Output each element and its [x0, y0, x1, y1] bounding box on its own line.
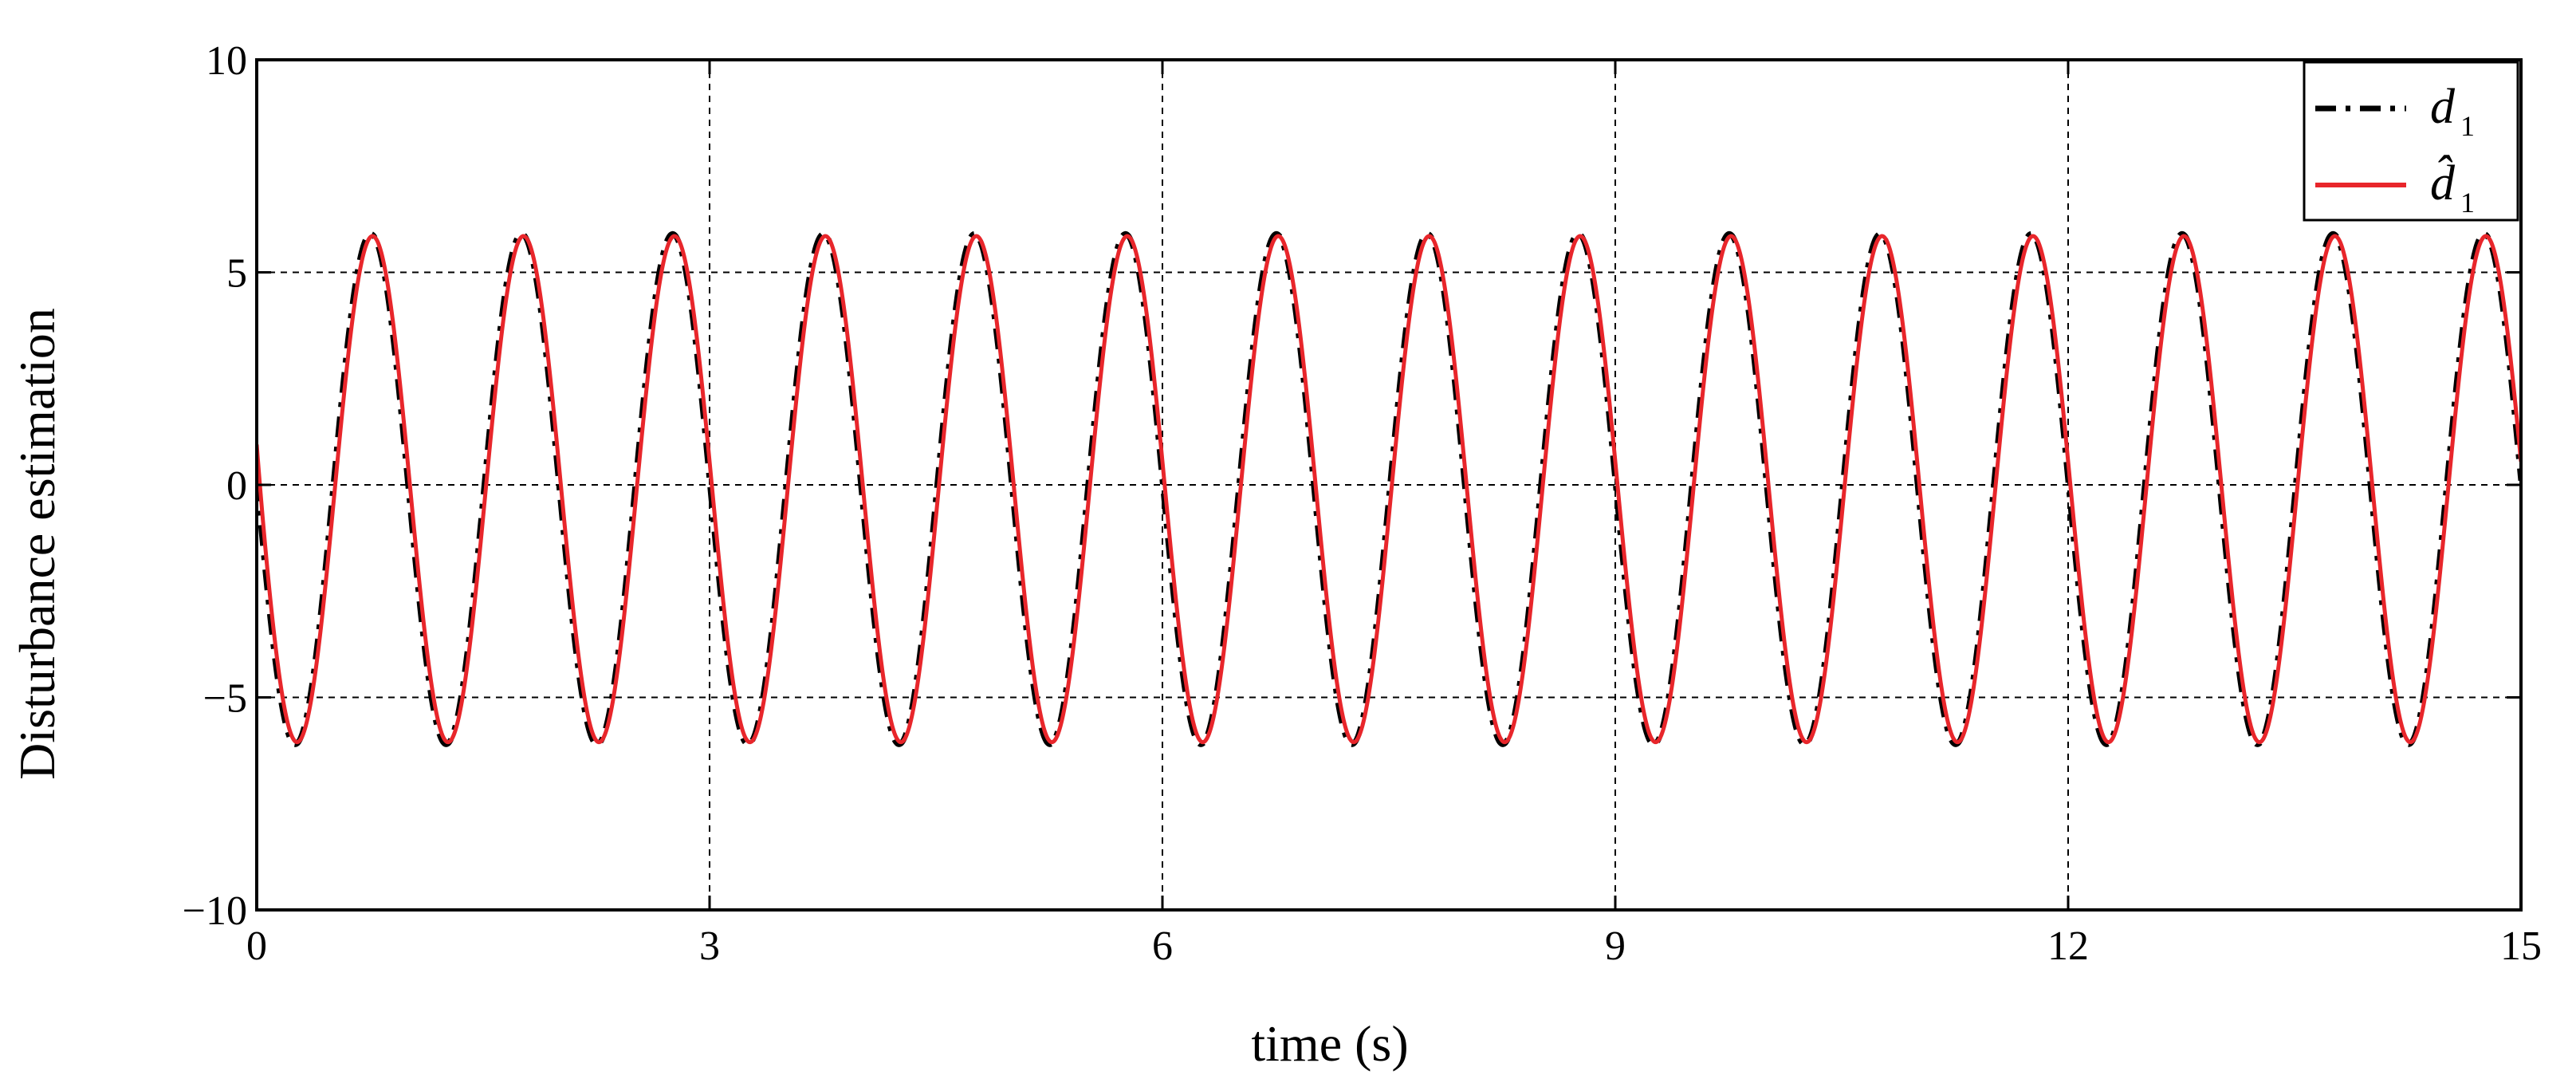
x-tick-label-5: 15 — [2500, 923, 2542, 969]
y-axis-label: Disturbance estimation — [9, 308, 65, 780]
series-line-0 — [257, 230, 2521, 747]
x-tick-label-3: 9 — [1605, 923, 1626, 969]
y-tick-label-2: 0 — [226, 463, 247, 509]
tick-labels: 0 3 6 9 12 15 −10 −5 0 5 10 — [183, 38, 2542, 969]
x-tick-label-0: 0 — [246, 923, 267, 969]
legend-subscript-0: 1 — [2460, 110, 2475, 142]
y-tick-label-0: −10 — [183, 888, 247, 934]
axis-ticks — [255, 58, 2523, 912]
grid-lines — [257, 60, 2521, 910]
series-line-1 — [257, 234, 2521, 745]
legend-label-1: d̂ — [2430, 155, 2456, 211]
legend: d 1d̂ 1 — [2303, 61, 2519, 222]
x-tick-label-1: 3 — [699, 923, 720, 969]
series-layer — [257, 230, 2521, 747]
x-tick-label-4: 12 — [2047, 923, 2089, 969]
x-tick-label-2: 6 — [1152, 923, 1173, 969]
legend-subscript-1: 1 — [2460, 187, 2475, 219]
legend-label-0: d — [2430, 80, 2456, 134]
x-axis-label: time (s) — [1251, 1015, 1408, 1072]
y-tick-label-1: −5 — [203, 676, 247, 722]
legend-box — [2303, 61, 2519, 222]
y-tick-label-3: 5 — [226, 251, 247, 297]
y-tick-label-4: 10 — [206, 38, 247, 84]
